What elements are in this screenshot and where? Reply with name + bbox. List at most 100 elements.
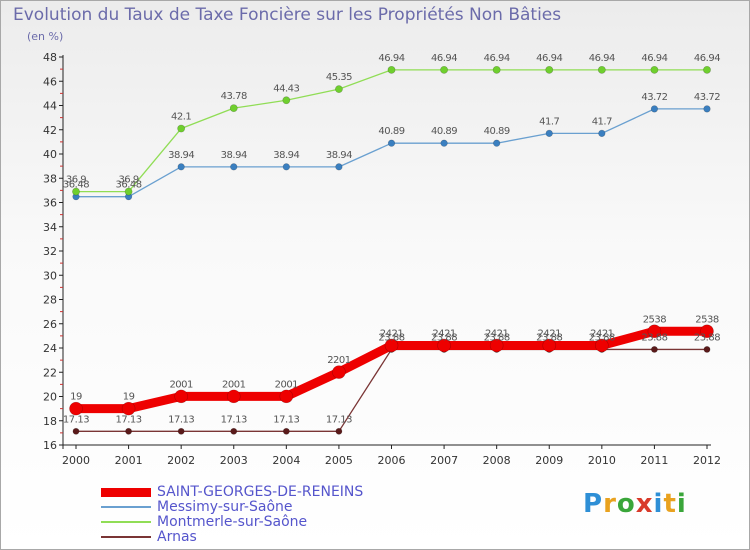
data-point [335,427,343,435]
data-label: 2421 [380,328,404,339]
y-tick-label: 18 [43,415,57,428]
data-label: 23.88 [484,332,510,343]
data-point [595,338,609,353]
data-point [489,338,504,353]
data-label: 2001 [169,379,193,390]
y-tick-label: 36 [43,197,57,210]
data-label: 41.7 [592,116,612,127]
legend-label: Montmerle-sur-Saône [157,514,308,530]
data-label: 45.35 [326,72,352,83]
y-tick-label: 38 [43,172,57,185]
logo-letter: t [663,489,677,519]
data-point [440,65,448,74]
y-tick-label: 26 [43,318,57,331]
legend-swatch [101,521,151,523]
data-label: 17.13 [273,414,299,425]
data-point [597,65,606,74]
data-label: 38.94 [221,150,247,161]
data-label: 17.13 [116,414,142,425]
data-label: 23.88 [589,332,615,343]
data-label: 38.94 [326,150,352,161]
data-point [647,324,662,339]
data-point [174,389,188,404]
data-point [700,324,714,339]
legend-label: Messimy-sur-Saône [157,499,293,515]
data-label: 43.72 [641,92,667,103]
data-point [279,389,294,404]
proxiti-logo: Proxiti [583,489,687,519]
data-point [545,65,554,74]
data-label: 23.88 [378,332,404,343]
data-point [440,139,448,147]
data-label: 36.48 [63,180,89,191]
data-point [230,163,238,171]
data-label: 44.43 [273,83,299,94]
data-label: 17.13 [63,414,89,425]
data-label: 2001 [275,379,299,390]
data-label: 17.13 [221,414,247,425]
unit-label: (en %) [27,30,64,43]
y-tick-label: 28 [43,294,57,307]
data-label: 40.89 [484,126,510,137]
data-label: 46.94 [378,53,404,64]
data-label: 23.88 [641,332,667,343]
data-label: 41.7 [539,116,559,127]
x-tick-label: 2003 [220,454,248,467]
logo-letter: i [676,489,687,519]
data-label: 19 [70,392,82,403]
data-label: 38.94 [168,150,194,161]
data-label: 23.88 [431,332,457,343]
data-label: 40.89 [378,126,404,137]
y-tick-label: 30 [43,269,57,282]
data-point [384,338,399,353]
y-tick-label: 32 [43,245,57,258]
data-label: 23.88 [536,332,562,343]
x-tick-label: 2009 [535,454,563,467]
logo-letter: r [603,489,617,519]
data-label: 40.89 [431,126,457,137]
logo-letter: P [583,489,604,519]
data-label: 46.94 [484,53,510,64]
data-point [703,105,711,113]
data-point [492,65,501,74]
data-label: 19 [123,392,135,403]
x-tick-label: 2012 [693,454,721,467]
x-tick-label: 2010 [588,454,616,467]
data-point [177,163,185,171]
data-point [651,346,658,353]
y-tick-label: 48 [43,51,57,64]
data-label: 36.48 [116,180,142,191]
y-tick-label: 22 [43,366,57,379]
data-label: 2201 [327,355,351,366]
legend-label: Arnas [157,529,197,545]
data-point [335,163,343,171]
data-point [335,85,343,94]
legend-label: SAINT-GEORGES-DE-RENEINS [157,484,364,500]
data-point [703,346,711,353]
y-tick-label: 46 [43,75,57,88]
data-point [226,389,241,404]
data-label: 46.94 [589,53,615,64]
data-label: 46.94 [641,53,667,64]
x-tick-label: 2004 [272,454,300,467]
data-label: 23.88 [694,332,720,343]
x-tick-label: 2001 [115,454,143,467]
data-point [387,65,396,74]
data-label: 2001 [222,379,246,390]
data-label: 2421 [432,328,456,339]
data-label: 46.94 [536,53,562,64]
data-label: 17.13 [168,414,194,425]
data-point [72,427,80,435]
data-point [437,338,451,353]
x-tick-label: 2006 [378,454,406,467]
data-point [387,139,396,147]
data-point [125,427,132,435]
data-label: 2538 [643,314,667,325]
data-point [493,139,501,147]
data-label: 43.72 [694,92,720,103]
data-label: 2538 [695,314,719,325]
y-tick-label: 34 [43,221,57,234]
data-label: 46.94 [694,53,720,64]
data-point [72,187,80,196]
data-point [542,338,557,353]
